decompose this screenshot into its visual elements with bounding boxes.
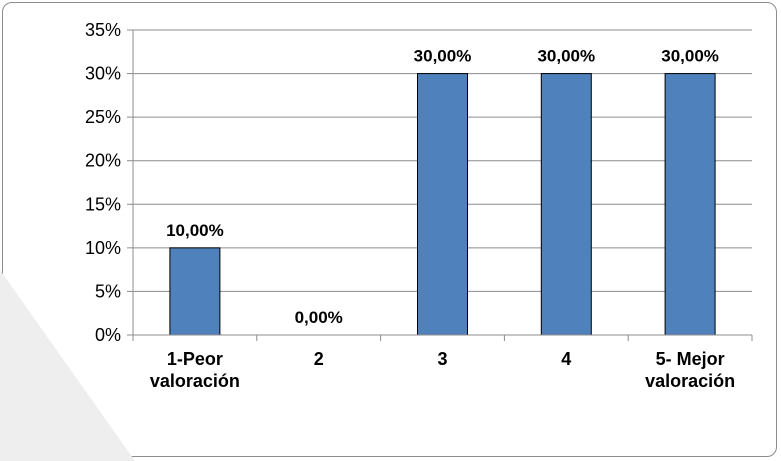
y-tick-label: 15% [85,194,121,214]
y-tick-label: 20% [85,151,121,171]
y-tick-label: 30% [85,64,121,84]
y-tick-label: 25% [85,107,121,127]
data-label: 30,00% [661,47,719,66]
x-category-label: 4 [561,349,571,369]
data-label: 10,00% [166,221,224,240]
x-category-label: 1-Peor valoración [150,349,240,391]
y-axis-ticks: 0% 5% 10% 15% 20% 25% 30% 35% [85,20,133,345]
y-tick-label: 0% [95,325,121,345]
bar [418,74,468,335]
y-tick-label: 5% [95,281,121,301]
x-category-label: 3 [437,349,447,369]
bar [170,248,220,335]
bar [541,74,591,335]
y-tick-label: 35% [85,20,121,40]
bar [665,74,715,335]
data-label: 0,00% [295,308,343,327]
x-axis-categories: 1-Peor valoración 2 3 4 5- Mejor valoración [150,349,735,391]
y-tick-label: 10% [85,238,121,258]
x-category-label: 5- Mejor valoración [645,349,735,391]
x-category-label: 2 [314,349,324,369]
data-label: 30,00% [414,47,472,66]
data-label: 30,00% [537,47,595,66]
